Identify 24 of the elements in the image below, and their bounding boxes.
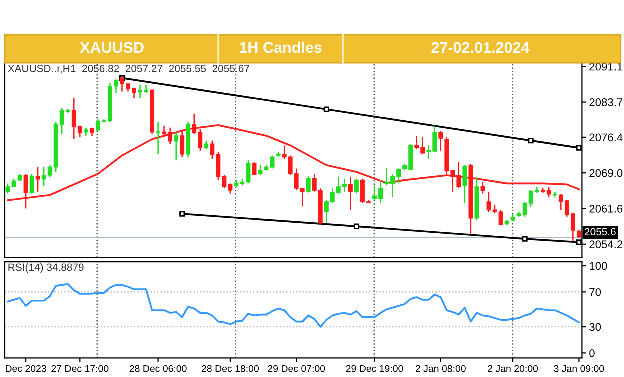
y-tick-label: 2076.4 [590,134,623,142]
x-tick-label: 3 Jan 09:00 [554,365,604,372]
y-tick-label: 70 [590,288,602,296]
x-tick-label: 29 Dec 19:00 [346,365,404,372]
annotation: XAUUSD..r,H1 2056.82 2057.27 2055.55 2055.67 [8,65,250,74]
chart-title: XAUUSD [80,42,144,54]
y-tick-label: 2083.7 [590,98,623,106]
x-tick-label: 28 Dec 18:00 [202,365,259,372]
chart-subtitle: 1H Candles [240,42,322,54]
text: 27-02.01.2024 [432,42,530,54]
y-tick-label: 30 [590,323,602,332]
ref-line-label: 2055.6 [585,228,616,236]
y-tick-label: 2069.0 [590,169,623,178]
y-tick-label: 2054.2 [590,240,623,249]
y-tick-label: 0 [590,349,595,358]
x-tick-label: 27 Dec 17:00 [52,365,109,372]
x-tick-label: 29 Dec 07:00 [268,365,326,372]
x-tick-label: Dec 2023 [6,365,46,372]
x-tick-label: 2 Jan 08:00 [416,365,466,372]
x-tick-label: 2 Jan 20:00 [488,365,538,372]
y-tick-label: 100 [590,262,608,270]
y-tick-label: 2061.6 [590,205,623,213]
x-tick-label: 28 Dec 06:00 [130,365,187,372]
annotation: RSI(14) 34.8879 [8,263,84,274]
